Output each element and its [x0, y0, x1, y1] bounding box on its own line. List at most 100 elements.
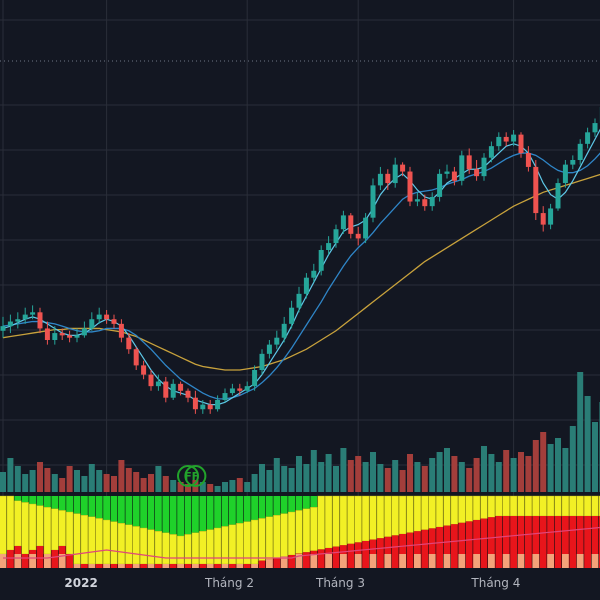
candle-body[interactable] — [266, 344, 272, 354]
candle-body[interactable] — [444, 171, 450, 174]
candle-body[interactable] — [481, 157, 487, 177]
candle-body[interactable] — [318, 250, 324, 271]
volume-bar — [281, 466, 288, 492]
candle-body[interactable] — [377, 173, 383, 186]
candle-body[interactable] — [422, 199, 428, 207]
band-green-segment — [29, 496, 36, 504]
candle-body[interactable] — [215, 400, 221, 410]
candle-body[interactable] — [503, 136, 509, 142]
candle-body[interactable] — [104, 314, 110, 320]
volume-bar — [407, 454, 413, 492]
candle-body[interactable] — [385, 173, 391, 184]
candle-body[interactable] — [74, 335, 80, 338]
candle-body[interactable] — [30, 312, 36, 315]
band-red-segment — [140, 564, 147, 568]
candle-body[interactable] — [407, 171, 413, 202]
band-red-segment — [66, 554, 73, 568]
band-salmon-segment — [325, 554, 332, 568]
candle-body[interactable] — [459, 155, 465, 181]
candle-body[interactable] — [22, 314, 28, 320]
candle-body[interactable] — [474, 169, 480, 177]
candle-body[interactable] — [429, 196, 435, 207]
candle-body[interactable] — [437, 173, 443, 197]
band-yellow-segment — [6, 495, 15, 551]
candle-body[interactable] — [340, 215, 346, 230]
candle-body[interactable] — [7, 321, 13, 327]
candle-body[interactable] — [540, 213, 546, 225]
candle-body[interactable] — [466, 155, 472, 170]
candle-body[interactable] — [548, 208, 554, 225]
candle-body[interactable] — [363, 217, 369, 239]
band-yellow-segment — [169, 534, 177, 565]
candle-body[interactable] — [511, 134, 517, 142]
candle-body[interactable] — [570, 160, 576, 165]
candle-body[interactable] — [259, 353, 265, 370]
candle-body[interactable] — [133, 349, 139, 366]
candle-body[interactable] — [170, 383, 176, 398]
candle-body[interactable] — [37, 312, 43, 329]
candle-body[interactable] — [244, 386, 250, 391]
candle-body[interactable] — [311, 270, 317, 278]
candle-body[interactable] — [118, 323, 124, 338]
candle-body[interactable] — [488, 146, 494, 158]
candle-body[interactable] — [163, 381, 169, 398]
candle-body[interactable] — [326, 243, 332, 250]
candle-body[interactable] — [0, 326, 6, 331]
candle-body[interactable] — [59, 333, 65, 336]
candle-body[interactable] — [585, 132, 591, 144]
event-marker-icon[interactable] — [184, 465, 207, 487]
candle-body[interactable] — [562, 164, 568, 184]
candle-body[interactable] — [96, 314, 102, 320]
candle-body[interactable] — [252, 370, 258, 387]
candle-body[interactable] — [518, 134, 524, 154]
candle-body[interactable] — [303, 277, 309, 294]
candle-body[interactable] — [392, 164, 398, 184]
candle-body[interactable] — [178, 383, 184, 391]
event-marker-icon[interactable] — [177, 465, 199, 487]
candle-body[interactable] — [281, 323, 287, 338]
candle-body[interactable] — [200, 404, 206, 410]
candle-body[interactable] — [370, 185, 376, 218]
candle-body[interactable] — [229, 388, 235, 394]
candle-body[interactable] — [207, 404, 213, 410]
candle-body[interactable] — [333, 229, 339, 244]
band-green-segment — [192, 496, 199, 533]
band-yellow-segment — [421, 495, 429, 530]
candle-body[interactable] — [400, 164, 406, 172]
candle-body[interactable] — [525, 153, 531, 167]
candle-body[interactable] — [414, 199, 420, 202]
candle-body[interactable] — [89, 319, 95, 329]
candle-body[interactable] — [126, 337, 132, 350]
candle-body[interactable] — [192, 397, 198, 410]
candle-body[interactable] — [496, 136, 502, 147]
candle-body[interactable] — [533, 166, 539, 214]
candle-body[interactable] — [222, 393, 228, 400]
candle-body[interactable] — [148, 374, 154, 387]
band-yellow-segment — [206, 529, 214, 565]
candle-body[interactable] — [355, 233, 361, 239]
band-yellow-segment — [539, 495, 547, 517]
candle-body[interactable] — [296, 293, 302, 308]
candle-body[interactable] — [185, 390, 191, 398]
candle-body[interactable] — [555, 183, 561, 209]
candle-body[interactable] — [237, 388, 243, 391]
candle-body[interactable] — [274, 337, 280, 345]
candle-body[interactable] — [577, 143, 583, 160]
band-salmon-segment — [488, 554, 495, 568]
candle-body[interactable] — [111, 319, 117, 324]
candle-body[interactable] — [155, 381, 161, 387]
candle-body[interactable] — [81, 328, 87, 336]
candle-body[interactable] — [44, 328, 50, 340]
band-green-segment — [229, 496, 236, 525]
candle-body[interactable] — [67, 335, 73, 338]
candle-body[interactable] — [592, 123, 598, 133]
candle-body[interactable] — [348, 215, 354, 234]
candle-body[interactable] — [451, 171, 457, 181]
candle-body[interactable] — [52, 333, 58, 340]
candle-body[interactable] — [15, 319, 21, 322]
band-yellow-segment — [95, 518, 103, 565]
candle-body[interactable] — [141, 365, 147, 375]
candle-body[interactable] — [289, 307, 295, 324]
